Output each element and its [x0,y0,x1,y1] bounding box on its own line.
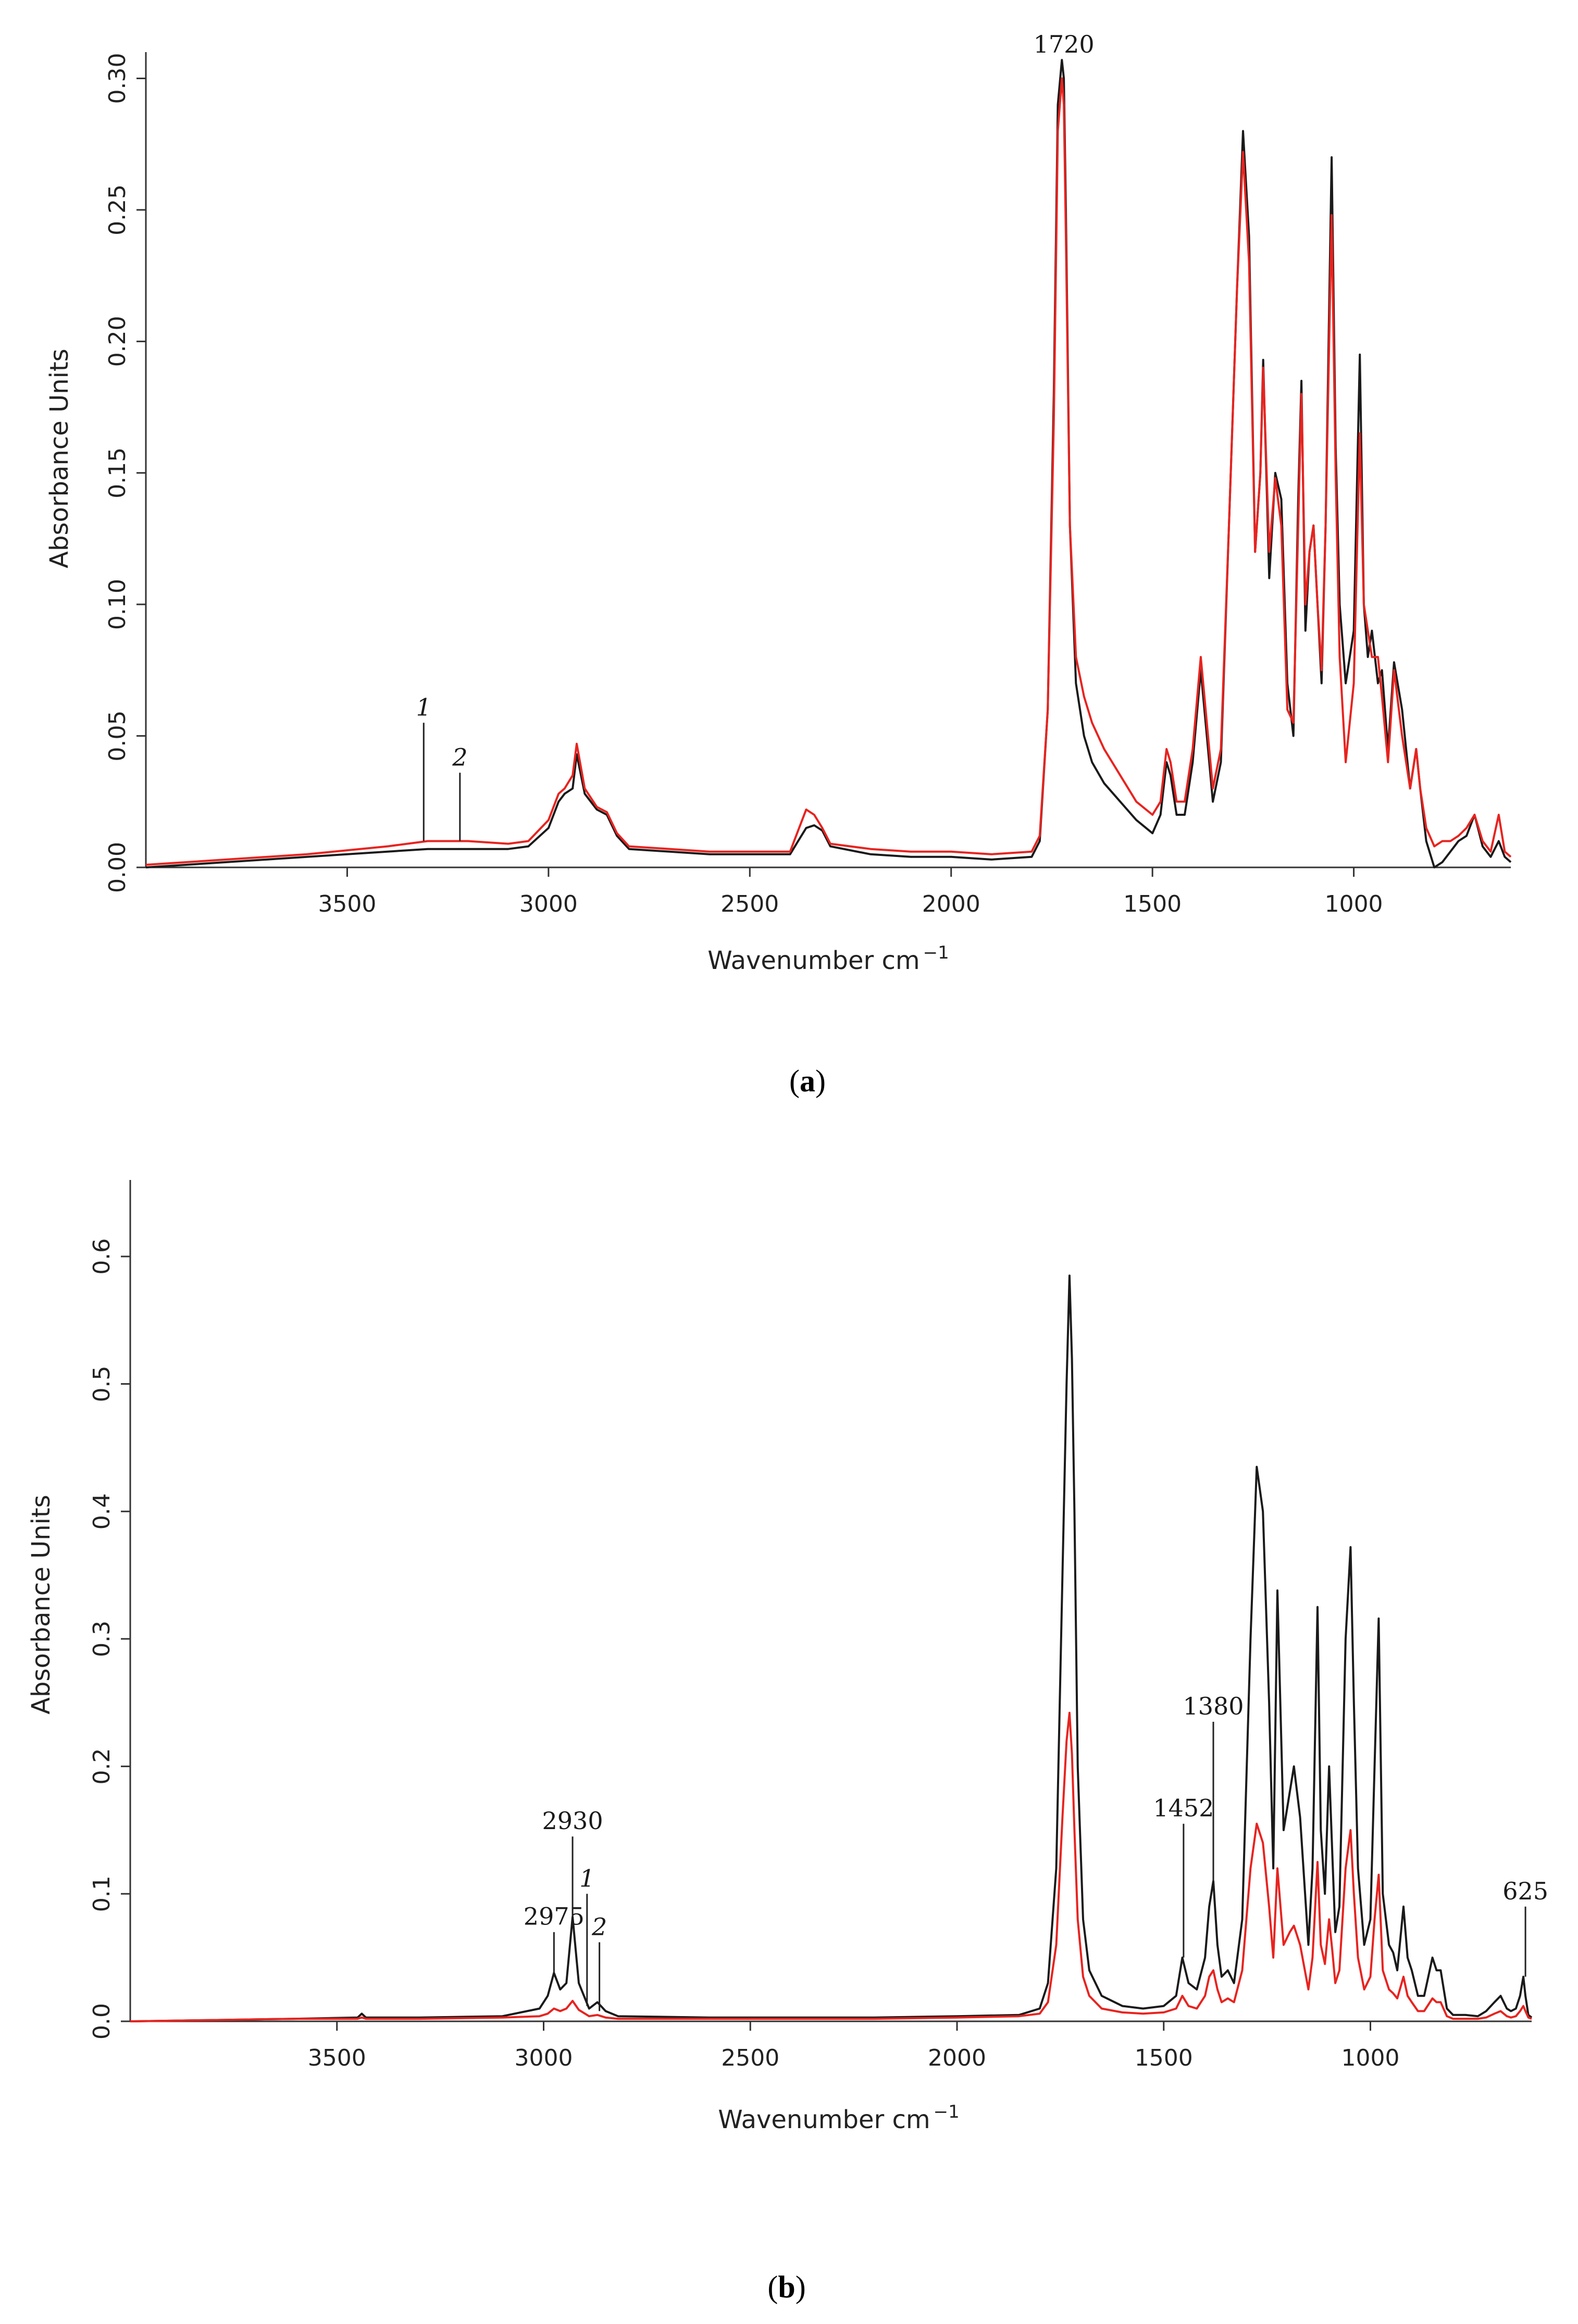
panel-b-annotation-label-4: 1452 [1153,1794,1214,1822]
panel-a-x-tick-label-0: 3500 [318,891,376,917]
panel-a-series-2-line [145,77,1512,866]
panel-a-y-tick-label-6: 0.30 [104,53,131,104]
panel-b-x-tick-label-4: 1500 [1135,2045,1193,2071]
panel-b-y-tick-label-0: 0.0 [89,2003,115,2040]
panel-a-y-tick-label-4: 0.20 [104,316,131,367]
panel-a-y-tick-label-2: 0.10 [104,579,131,630]
panel-b-chart: 3500 3000 2500 2000 1500 1000 0.0 0.1 0.2 0.3 0.4 0… [27,1180,1548,2304]
panel-a-annotation-label-2: 2 [452,743,467,771]
panel-b-annotations: 2930 2975 1 2 1452 1380 625 [524,1692,1548,2011]
panel-a-y-axis-title: Absorbance Units [45,349,74,568]
panel-a-annotation-label-1: 1 [416,693,431,721]
panel-a-y-tick-label-3: 0.15 [104,448,131,499]
panel-a-chart: 3500 3000 2500 2000 1500 1000 0.00 0.05 0.10 0.15… [45,30,1512,1098]
panel-b-y-axis-title: Absorbance Units [27,1495,56,1714]
panel-a-y-tick-label-5: 0.25 [104,184,131,235]
panel-b-y-tick-label-5: 0.5 [89,1366,115,1402]
panel-a-x-tick-label-2: 2500 [720,891,779,917]
panel-a-x-axis-title: Wavenumber cm −1 [707,942,949,975]
panel-a-annotations: 1720 12 [416,30,1095,841]
panel-b-y-tick-label-2: 0.2 [89,1748,115,1785]
panel-a-x-tick-label-1: 3000 [519,891,578,917]
panel-b-series-2-line [130,1711,1532,2022]
panel-a-series [145,59,1512,868]
panel-b-x-tick-label-0: 3500 [308,2045,366,2071]
panel-b-x-tick-label-1: 3000 [515,2045,573,2071]
panel-b-annotation-label-2: 1 [579,1864,594,1892]
panel-a-x-tick-label-5: 1000 [1325,891,1383,917]
panel-a-label: (a) [789,1064,826,1098]
panel-b-y-tick-label-1: 0.1 [89,1875,115,1912]
panel-b-y-tick-label-6: 0.6 [89,1238,115,1275]
panel-b-annotation-label-3: 2 [591,1912,607,1941]
panel-b-series [130,1274,1533,2022]
panel-b-x-tick-label-2: 2500 [721,2045,779,2071]
panel-b-annotation-label-0: 2930 [542,1807,603,1835]
panel-a-y-tick-label-0: 0.00 [104,842,131,893]
panel-a-y-tick-label-1: 0.05 [104,711,131,762]
panel-b-y-tick-label-4: 0.4 [89,1493,115,1530]
panel-b-annotation-label-6: 625 [1502,1877,1548,1905]
panel-b-x-axis-title: Wavenumber cm −1 [718,2102,960,2134]
panel-b-annotation-label-5: 1380 [1183,1692,1244,1720]
panel-b-ticks: 3500 3000 2500 2000 1500 1000 0.0 0.1 0.2 0.3 0.4 0… [89,1238,1400,2071]
panel-a-x-tick-label-3: 2000 [922,891,980,917]
panel-b-annotation-label-1: 2975 [524,1903,585,1931]
panel-a-annotation-label-0: 1720 [1034,30,1095,58]
panel-b-x-tick-label-3: 2000 [928,2045,986,2071]
panel-a-series-1-line [145,59,1512,868]
panel-a-x-tick-label-4: 1500 [1123,891,1182,917]
panel-a-ticks: 3500 3000 2500 2000 1500 1000 0.00 0.05 0.10 0.15… [104,53,1383,917]
panel-b-series-1-line [130,1274,1533,2022]
panel-b-x-tick-label-5: 1000 [1341,2045,1400,2071]
panel-b-y-tick-label-3: 0.3 [89,1621,115,1657]
panel-b-label: (b) [767,2270,805,2304]
